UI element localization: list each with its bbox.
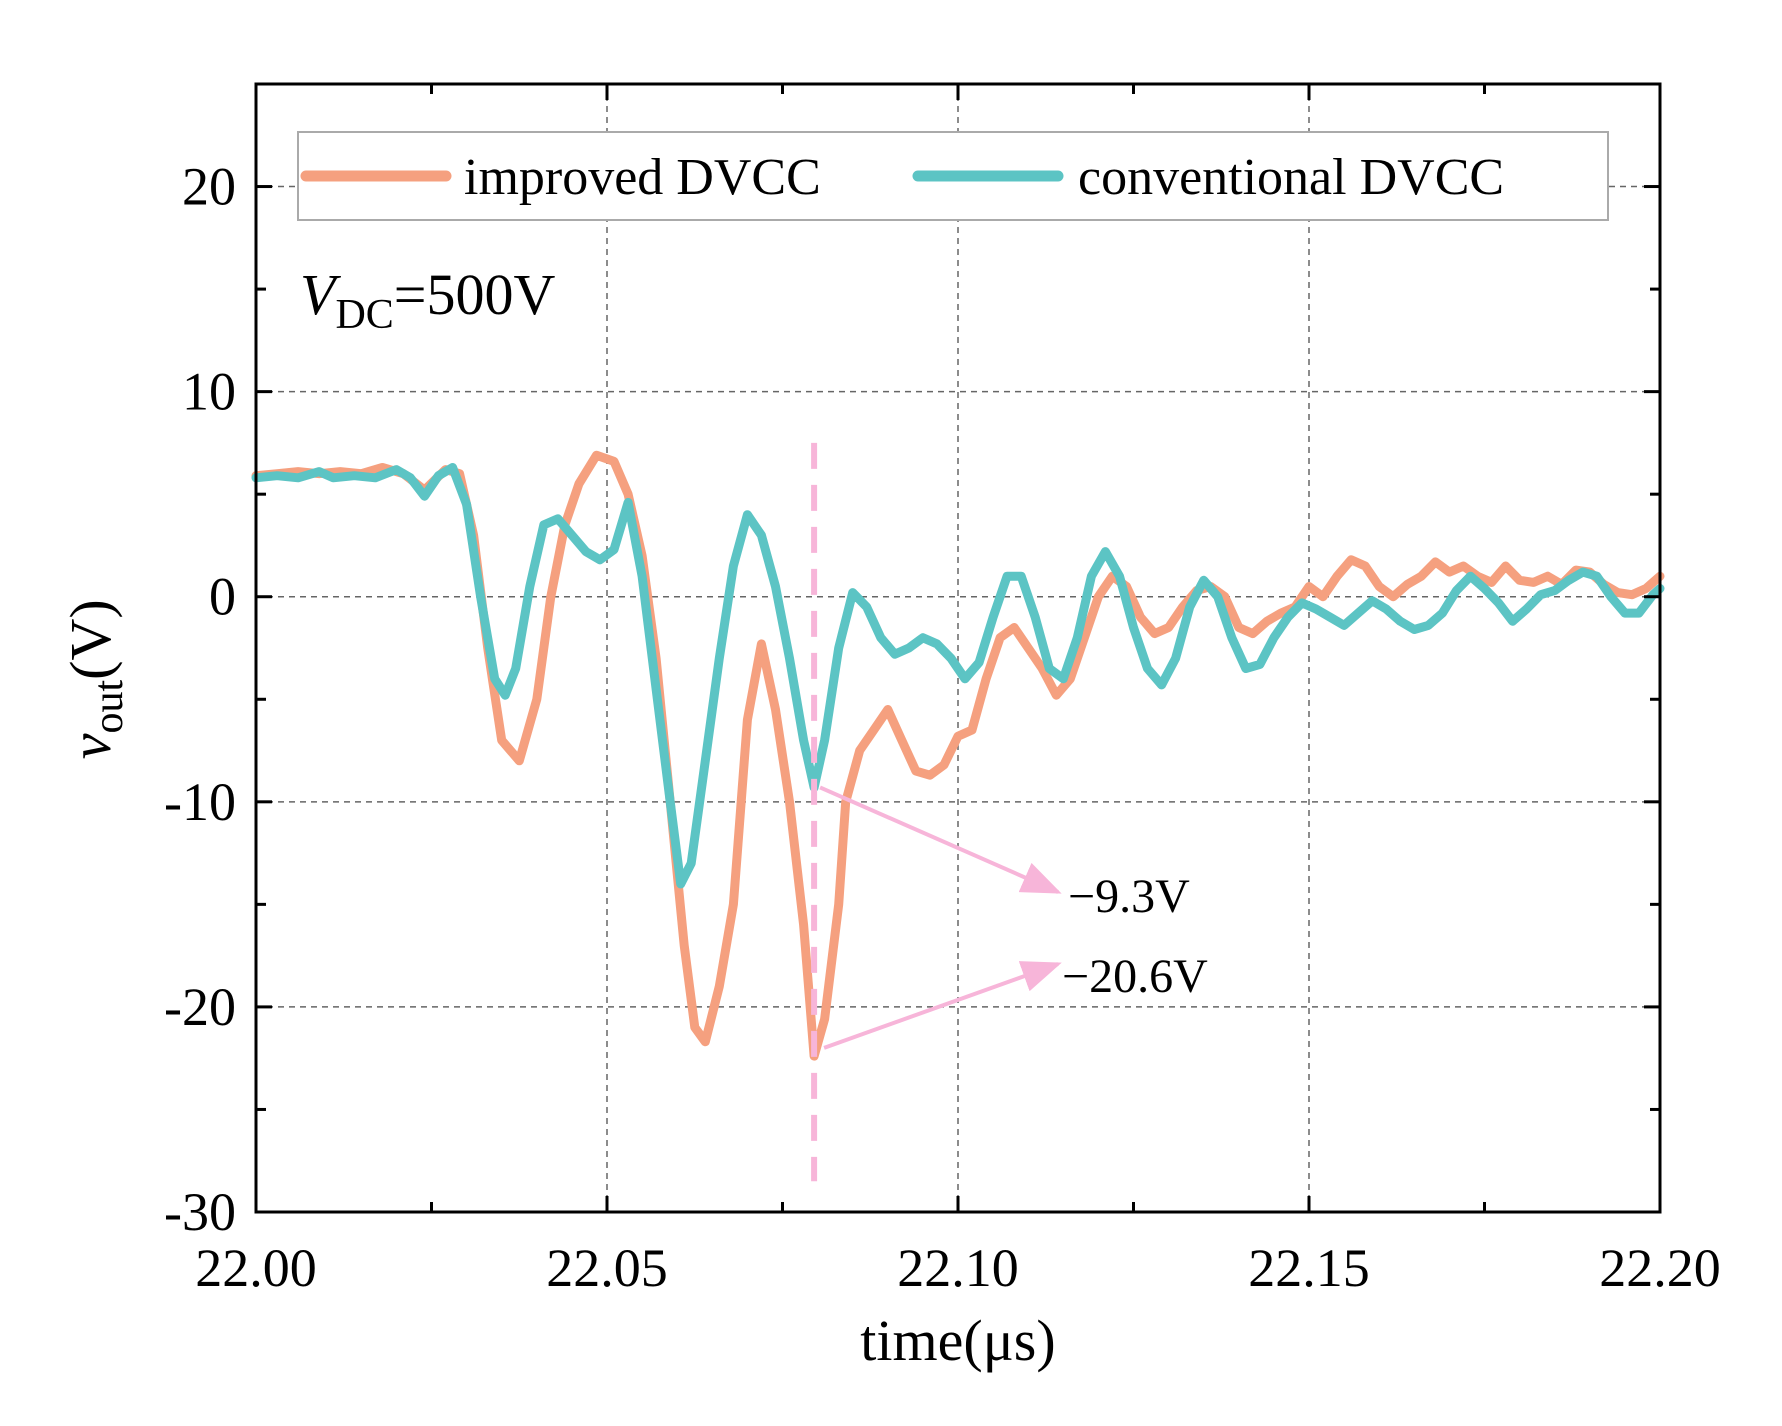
y-tick-label: -30 xyxy=(164,1182,236,1242)
series-line-conventional xyxy=(251,463,1665,889)
y-tick-label: 0 xyxy=(209,567,236,627)
annotation-arrow-conventional xyxy=(819,785,1062,894)
annotation-arrow-improved xyxy=(823,961,1062,1050)
grid-lines xyxy=(256,84,1660,1212)
y-axis-title-sub: out xyxy=(86,679,132,733)
vdc-main: V xyxy=(300,262,342,327)
x-tick-label: 22.15 xyxy=(1248,1238,1370,1298)
tick-marks xyxy=(254,82,1662,1214)
y-tick-label: 20 xyxy=(182,157,236,217)
vdc-condition-label: VDC=500V xyxy=(300,262,556,338)
legend: improved DVCC conventional DVCC xyxy=(297,131,1609,221)
x-tick-label: 22.05 xyxy=(546,1238,668,1298)
tick-labels: 22.00 22.05 22.10 22.15 22.20 -30 -20 -10 0 10 20 xyxy=(164,157,1721,1298)
legend-label-improved: improved DVCC xyxy=(464,149,821,206)
y-tick-label: -20 xyxy=(164,977,236,1037)
annotation-label-conventional: −9.3V xyxy=(1068,870,1190,923)
x-axis-title: time(μs) xyxy=(860,1308,1055,1373)
x-tick-label: 22.10 xyxy=(897,1238,1019,1298)
legend-label-conventional: conventional DVCC xyxy=(1078,149,1504,206)
series-line-improved xyxy=(251,450,1665,1061)
y-tick-label: 10 xyxy=(182,362,236,422)
x-tick-label: 22.00 xyxy=(195,1238,317,1298)
y-axis-title-main: v xyxy=(58,733,123,759)
y-tick-label: -10 xyxy=(164,772,236,832)
y-axis-title-unit: (V) xyxy=(58,599,123,680)
y-axis-title: vout(V) xyxy=(58,599,132,759)
vdc-sub: DC xyxy=(335,292,393,338)
series-layer xyxy=(251,450,1665,1061)
annotations: −9.3V −20.6V xyxy=(819,785,1208,1050)
vdc-rest: =500V xyxy=(394,262,556,327)
x-tick-label: 22.20 xyxy=(1599,1238,1721,1298)
annotation-label-improved: −20.6V xyxy=(1062,950,1208,1003)
